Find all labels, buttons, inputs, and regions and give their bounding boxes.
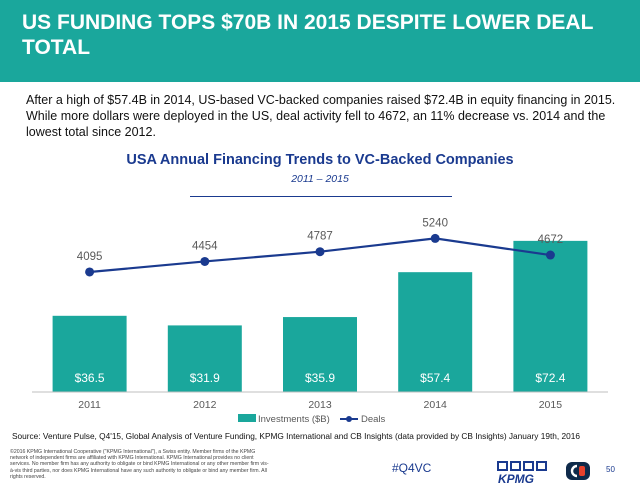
deals-point-2012 — [200, 256, 210, 266]
x-tick-2013: 2013 — [308, 399, 332, 411]
page-title: US FUNDING TOPS $70B IN 2015 DESPITE LOW… — [22, 11, 594, 59]
bar-label-2015: $72.4 — [535, 371, 565, 385]
bar-2014 — [398, 272, 473, 392]
deals-label-2015: 4672 — [538, 234, 564, 246]
bar-label-2014: $57.4 — [420, 371, 450, 385]
deals-label-2012: 4454 — [192, 240, 218, 252]
legend-swatch-investments — [238, 414, 256, 422]
x-tick-2012: 2012 — [193, 399, 217, 411]
deals-point-2011 — [85, 267, 95, 277]
source-note: Source: Venture Pulse, Q4'15, Global Ana… — [12, 431, 580, 441]
x-tick-2015: 2015 — [539, 399, 563, 411]
hashtag-text: #Q4VC — [392, 461, 432, 475]
bar-2013 — [283, 317, 357, 392]
copyright-note: ©2016 KPMG International Cooperative ("K… — [10, 449, 269, 480]
chart-title: USA Annual Financing Trends to VC-Backed… — [126, 152, 514, 168]
chart-subtitle: 2011 – 2015 — [291, 173, 349, 185]
kpmg-logo: KPMG — [497, 461, 547, 485]
x-tick-2014: 2014 — [424, 399, 448, 411]
page-number: 50 — [606, 465, 615, 474]
deals-label-2014: 5240 — [422, 217, 448, 229]
bar-label-2012: $31.9 — [190, 371, 220, 385]
bar-label-2013: $35.9 — [305, 371, 335, 385]
legend-label-deals: Deals — [361, 414, 386, 425]
deals-point-2015 — [545, 250, 555, 260]
cb-insights-logo — [566, 462, 590, 480]
title-divider — [190, 196, 452, 197]
header-bar: US FUNDING TOPS $70B IN 2015 DESPITE LOW… — [0, 0, 640, 82]
legend-label-investments: Investments ($B) — [258, 414, 330, 425]
bar-label-2011: $36.5 — [75, 371, 105, 385]
bar-2012 — [167, 325, 242, 392]
bar-2015 — [513, 240, 588, 392]
legend-marker-deals — [346, 416, 352, 422]
bar-2011 — [52, 315, 127, 392]
kpmg-logo-text: KPMG — [498, 472, 534, 485]
intro-paragraph: After a high of $57.4B in 2014, US-based… — [26, 93, 616, 139]
x-tick-2011: 2011 — [78, 399, 101, 411]
deals-point-2013 — [315, 247, 325, 257]
deals-point-2014 — [430, 233, 440, 243]
deals-label-2011: 4095 — [77, 251, 103, 263]
deals-label-2013: 4787 — [307, 231, 333, 243]
